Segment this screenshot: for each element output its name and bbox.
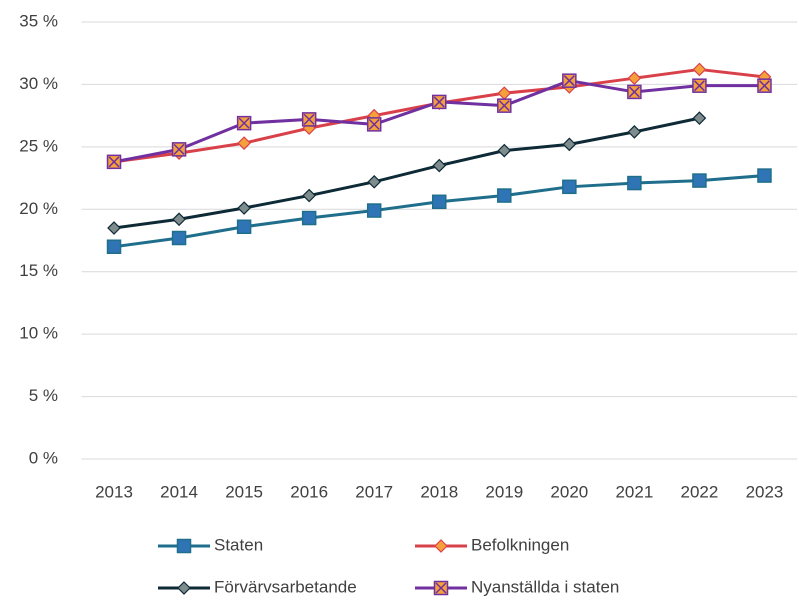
- marker-box: [301, 210, 317, 226]
- marker-cross: [303, 113, 315, 125]
- x-tick-label: 2015: [225, 482, 263, 501]
- marker-cross: [433, 96, 445, 108]
- marker-box: [692, 173, 707, 188]
- marker: [757, 78, 772, 93]
- marker: [757, 168, 772, 183]
- x-tick-label: 2020: [550, 482, 588, 501]
- series-line: [113, 79, 765, 164]
- marker-box: [176, 538, 192, 554]
- legend-label: Nyanställda i staten: [471, 577, 619, 596]
- y-tick-label: 20 %: [19, 199, 58, 218]
- marker: [627, 84, 642, 100]
- x-tick-label: 2021: [615, 482, 653, 501]
- marker: [106, 154, 122, 170]
- marker-box: [432, 194, 447, 210]
- marker: [176, 538, 192, 554]
- x-tick-label: 2019: [485, 482, 523, 501]
- y-tick-label: 25 %: [19, 136, 58, 155]
- marker: [106, 239, 122, 254]
- marker-box: [106, 239, 122, 254]
- marker: [497, 86, 512, 101]
- marker-cross: [628, 86, 640, 98]
- series-line: [113, 67, 765, 164]
- marker: [432, 94, 447, 110]
- marker: [433, 580, 449, 596]
- marker-cross: [435, 582, 447, 594]
- marker: [627, 125, 642, 139]
- x-tick-label: 2017: [355, 482, 393, 501]
- marker-cross: [758, 80, 771, 92]
- marker: [237, 201, 251, 215]
- marker: [562, 179, 577, 195]
- y-tick-label: 0 %: [29, 448, 58, 467]
- marker: [171, 142, 187, 157]
- marker-box: [497, 188, 512, 203]
- y-tick-label: 15 %: [19, 261, 58, 280]
- marker: [366, 117, 382, 132]
- series-line: [113, 116, 700, 230]
- marker: [432, 158, 447, 173]
- x-tick-label: 2022: [681, 482, 719, 501]
- x-tick-label: 2018: [420, 482, 458, 501]
- marker-box: [562, 179, 577, 195]
- series-line: [113, 174, 765, 249]
- marker: [237, 136, 251, 150]
- marker-box: [171, 230, 187, 246]
- marker: [177, 581, 191, 595]
- x-tick-label: 2016: [290, 482, 328, 501]
- marker-cross: [173, 143, 185, 155]
- y-tick-label: 5 %: [29, 386, 58, 405]
- marker: [562, 73, 577, 88]
- marker-cross: [563, 75, 575, 87]
- x-tick-label: 2023: [746, 482, 784, 501]
- marker: [627, 175, 642, 191]
- marker-cross: [693, 80, 705, 92]
- marker: [497, 143, 512, 158]
- marker: [172, 212, 186, 227]
- y-tick-label: 30 %: [19, 74, 58, 93]
- marker: [562, 137, 577, 152]
- marker-box: [236, 219, 252, 235]
- marker: [367, 174, 382, 189]
- y-tick-label: 10 %: [19, 324, 58, 343]
- marker: [302, 188, 317, 203]
- legend-label: Förvärvsarbetande: [214, 577, 357, 596]
- marker: [692, 78, 707, 93]
- marker: [692, 111, 707, 125]
- x-tick-label: 2013: [95, 482, 133, 501]
- marker: [434, 539, 448, 553]
- marker: [301, 210, 317, 226]
- marker-box: [366, 203, 382, 218]
- marker: [497, 188, 512, 203]
- marker: [366, 203, 382, 218]
- marker-cross: [108, 156, 120, 168]
- marker-cross: [498, 100, 510, 112]
- marker: [236, 115, 252, 131]
- marker-cross: [368, 118, 380, 130]
- marker: [236, 219, 252, 235]
- marker: [171, 230, 187, 246]
- y-tick-label: 35 %: [19, 11, 58, 30]
- legend-label: Staten: [214, 535, 263, 554]
- marker-cross: [238, 117, 250, 129]
- x-tick-label: 2014: [160, 482, 198, 501]
- marker: [692, 173, 707, 188]
- marker-box: [627, 175, 642, 191]
- legend-label: Befolkningen: [471, 535, 569, 554]
- marker: [301, 112, 317, 127]
- marker: [497, 98, 512, 113]
- marker: [432, 194, 447, 210]
- marker: [107, 221, 121, 235]
- marker: [627, 71, 642, 86]
- marker-box: [757, 168, 772, 183]
- marker: [692, 62, 707, 77]
